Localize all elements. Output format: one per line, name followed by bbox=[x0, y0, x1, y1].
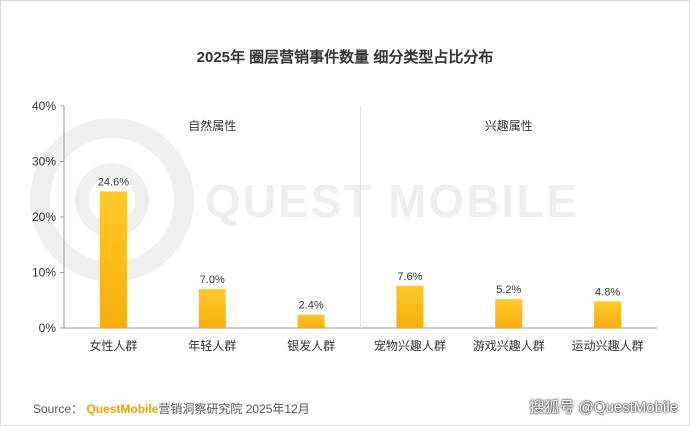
category-label: 年轻人群 bbox=[188, 339, 236, 353]
credit-watermark: 搜狐号 @QuestMobile bbox=[529, 399, 678, 416]
bar bbox=[198, 289, 226, 328]
category-label: 银发人群 bbox=[287, 338, 335, 353]
source-note: Source： QuestMobile营销洞察研究院 2025年12月 bbox=[33, 400, 310, 417]
group-label: 自然属性 bbox=[188, 118, 236, 133]
value-label: 24.6% bbox=[98, 176, 129, 188]
bar bbox=[495, 299, 523, 328]
watermark-text: QUEST MOBILE bbox=[205, 175, 579, 227]
value-label: 5.2% bbox=[496, 284, 521, 296]
value-label: 4.8% bbox=[595, 286, 620, 298]
category-label: 游戏兴趣人群 bbox=[473, 338, 545, 353]
bar bbox=[99, 191, 127, 328]
chart-title: 2025年 圈层营销事件数量 细分类型占比分布 bbox=[196, 49, 494, 66]
value-label: 7.0% bbox=[200, 274, 225, 286]
category-label: 女性人群 bbox=[89, 338, 137, 353]
source-suffix: 营销洞察研究院 2025年12月 bbox=[158, 402, 310, 416]
y-tick-label: 0% bbox=[39, 321, 57, 335]
group-label: 兴趣属性 bbox=[485, 118, 533, 133]
category-label: 运动兴趣人群 bbox=[572, 338, 644, 353]
bar bbox=[594, 301, 622, 328]
category-label: 宠物兴趣人群 bbox=[374, 338, 446, 353]
value-label: 7.6% bbox=[397, 271, 422, 283]
y-tick-label: 30% bbox=[32, 155, 56, 169]
y-tick-label: 20% bbox=[32, 210, 56, 224]
source-prefix: Source： bbox=[33, 402, 84, 416]
value-label: 2.4% bbox=[299, 300, 324, 312]
bar bbox=[297, 314, 325, 328]
y-tick-label: 10% bbox=[32, 266, 56, 280]
source-brand: QuestMobile bbox=[86, 402, 159, 416]
y-tick-label: 40% bbox=[32, 99, 56, 113]
bar bbox=[396, 285, 424, 328]
